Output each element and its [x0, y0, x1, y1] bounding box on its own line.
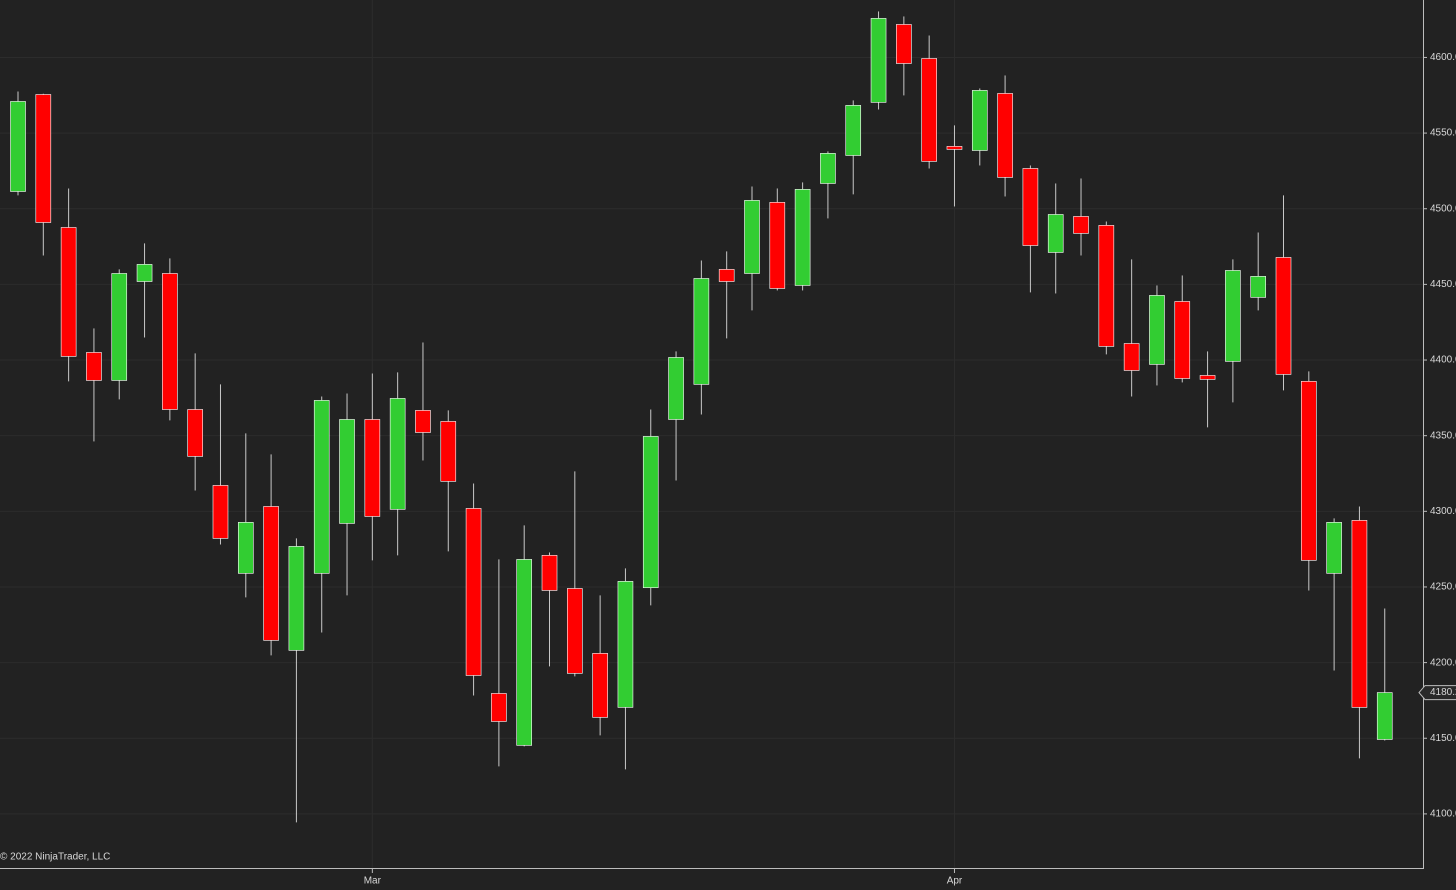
- candle-body: [339, 419, 355, 524]
- candle-body: [820, 153, 836, 184]
- y-tick-label: 4300.0: [1430, 506, 1456, 517]
- candle-body: [465, 508, 482, 676]
- candle-body: [263, 506, 279, 641]
- candle-body: [237, 522, 254, 574]
- candle-body: [642, 436, 659, 589]
- last-price-marker: [1418, 685, 1456, 701]
- candle-body: [567, 588, 583, 674]
- candle-body: [10, 101, 26, 192]
- candle-body: [288, 546, 305, 651]
- candle-body: [187, 409, 203, 457]
- watermark: © 2022 NinjaTrader, LLC: [0, 852, 110, 863]
- candle-body: [136, 264, 153, 282]
- candle-body: [845, 105, 862, 156]
- candle-body: [1250, 276, 1266, 298]
- candle-body: [516, 559, 533, 746]
- candle-body: [1225, 270, 1241, 362]
- candle-body: [617, 581, 634, 708]
- candle-body: [921, 58, 937, 162]
- y-tick-label: 4150.0: [1430, 733, 1456, 744]
- candle-body: [744, 200, 760, 274]
- candle-body: [592, 653, 608, 718]
- y-tick-label: 4250.0: [1430, 582, 1456, 593]
- candle-body: [794, 189, 811, 286]
- candle-body: [415, 410, 431, 433]
- candle-body: [870, 18, 887, 103]
- candle-body: [1326, 522, 1342, 574]
- candle-body: [162, 273, 178, 410]
- candle-body: [111, 273, 128, 381]
- y-tick-label: 4500.0: [1430, 203, 1456, 214]
- candle-body: [1351, 520, 1368, 708]
- candle-body: [440, 421, 457, 482]
- candle-body: [1301, 381, 1317, 561]
- candle-body: [1199, 375, 1216, 380]
- y-tick-label: 4450.0: [1430, 279, 1456, 290]
- candle-body: [946, 146, 963, 150]
- candle-body: [60, 227, 77, 357]
- candle-body: [1174, 301, 1191, 379]
- candle-body: [1098, 225, 1115, 347]
- y-tick-label: 4350.0: [1430, 430, 1456, 441]
- y-tick-label: 4550.0: [1430, 128, 1456, 139]
- candle-body: [1022, 168, 1039, 246]
- candle-body: [364, 419, 381, 517]
- candle-body: [541, 555, 558, 591]
- last-price-label: 4180.2: [1430, 687, 1456, 698]
- candle-body: [997, 93, 1013, 178]
- candle-body: [212, 485, 229, 539]
- candle-body: [313, 400, 330, 574]
- candle-body: [1376, 692, 1393, 740]
- y-tick-label: 4400.0: [1430, 355, 1456, 366]
- candle-body: [718, 269, 735, 282]
- candle-body: [86, 352, 102, 381]
- x-tick-label: Apr: [947, 876, 963, 887]
- candle-body: [389, 398, 406, 510]
- y-tick-label: 4100.0: [1430, 809, 1456, 820]
- candle-body: [769, 202, 786, 289]
- candle-body: [1123, 343, 1140, 371]
- candle-body: [1073, 216, 1089, 234]
- candle-body: [1149, 295, 1165, 365]
- candle-body: [1047, 214, 1064, 253]
- x-tick-label: Mar: [364, 876, 382, 887]
- candle-body: [693, 278, 710, 385]
- candle-body: [35, 94, 52, 223]
- candle-body: [1275, 257, 1292, 375]
- candle-body: [668, 357, 684, 420]
- candle-body: [896, 24, 912, 64]
- candle-body: [971, 90, 988, 151]
- y-tick-label: 4200.0: [1430, 657, 1456, 668]
- y-tick-label: 4600.0: [1430, 52, 1456, 63]
- candle-body: [491, 693, 507, 722]
